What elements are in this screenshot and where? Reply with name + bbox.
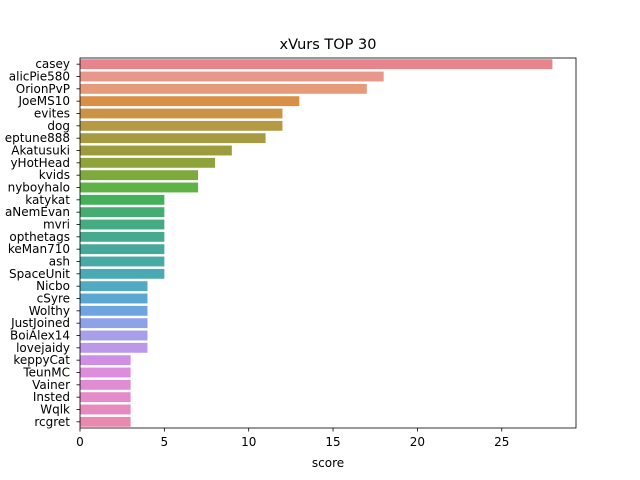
bar <box>80 268 165 279</box>
category-label: kvids <box>39 168 70 182</box>
category-label: casey <box>35 57 70 71</box>
bar <box>80 244 165 255</box>
bar <box>80 355 131 366</box>
category-label: JustJoined <box>10 316 70 330</box>
bar <box>80 207 165 218</box>
category-labels: caseyalicPie580OrionPvPJoeMS10evitesdoge… <box>5 57 80 429</box>
category-label: opthetags <box>9 230 70 244</box>
x-tick-label: 20 <box>410 435 425 449</box>
bar <box>80 318 148 329</box>
chart-title: xVurs TOP 30 <box>280 37 377 53</box>
x-tick-label: 10 <box>241 435 256 449</box>
bar <box>80 59 553 70</box>
category-label: Nicbo <box>36 279 70 293</box>
bar <box>80 71 384 82</box>
category-label: cSyre <box>37 292 70 306</box>
bar <box>80 305 148 316</box>
bar <box>80 120 283 131</box>
bar <box>80 170 199 181</box>
category-label: Insted <box>33 390 70 404</box>
bar <box>80 96 300 107</box>
category-label: TeunMC <box>22 366 70 380</box>
category-label: Vainer <box>32 378 70 392</box>
category-label: JoeMS10 <box>17 94 70 108</box>
category-label: keMan710 <box>8 242 70 256</box>
category-label: katykat <box>25 193 70 207</box>
bar <box>80 182 199 193</box>
bar <box>80 330 148 341</box>
category-label: Akatusuki <box>11 144 70 158</box>
bar <box>80 416 131 427</box>
bar <box>80 367 131 378</box>
plot-frame <box>79 57 577 429</box>
bar <box>80 83 367 94</box>
category-label: keppyCat <box>13 353 70 367</box>
bars-group <box>80 59 553 427</box>
bar <box>80 379 131 390</box>
category-label: OrionPvP <box>16 82 70 96</box>
category-label: aNemEvan <box>5 205 70 219</box>
category-label: eptune888 <box>5 131 70 145</box>
x-axis: 0 5 10 15 20 25 <box>76 428 509 449</box>
category-label: Wolthy <box>29 304 70 318</box>
x-tick-label: 25 <box>494 435 509 449</box>
bar <box>80 293 148 304</box>
category-label: BoiAlex14 <box>10 329 70 343</box>
category-label: mvri <box>43 218 70 232</box>
bar <box>80 342 148 353</box>
bar <box>80 392 131 403</box>
bar <box>80 281 148 292</box>
category-label: alicPie580 <box>9 70 70 84</box>
category-label: dog <box>47 119 70 133</box>
bar <box>80 108 283 119</box>
category-label: yHotHead <box>10 156 70 170</box>
bar <box>80 256 165 267</box>
x-tick-label: 5 <box>161 435 169 449</box>
category-label: ash <box>49 255 70 269</box>
x-tick-label: 15 <box>325 435 340 449</box>
category-label: Wqlk <box>40 403 70 417</box>
bar <box>80 133 266 144</box>
x-axis-label: score <box>312 456 344 470</box>
bar <box>80 157 215 168</box>
category-label: nyboyhalo <box>8 181 70 195</box>
bar <box>80 145 232 156</box>
bar <box>80 194 165 205</box>
bar <box>80 219 165 230</box>
bar <box>80 231 165 242</box>
x-tick-label: 0 <box>76 435 84 449</box>
category-label: SpaceUnit <box>9 267 70 281</box>
category-label: lovejaidy <box>16 341 70 355</box>
category-label: evites <box>34 107 70 121</box>
category-label: rcgret <box>34 415 70 429</box>
bar <box>80 404 131 415</box>
